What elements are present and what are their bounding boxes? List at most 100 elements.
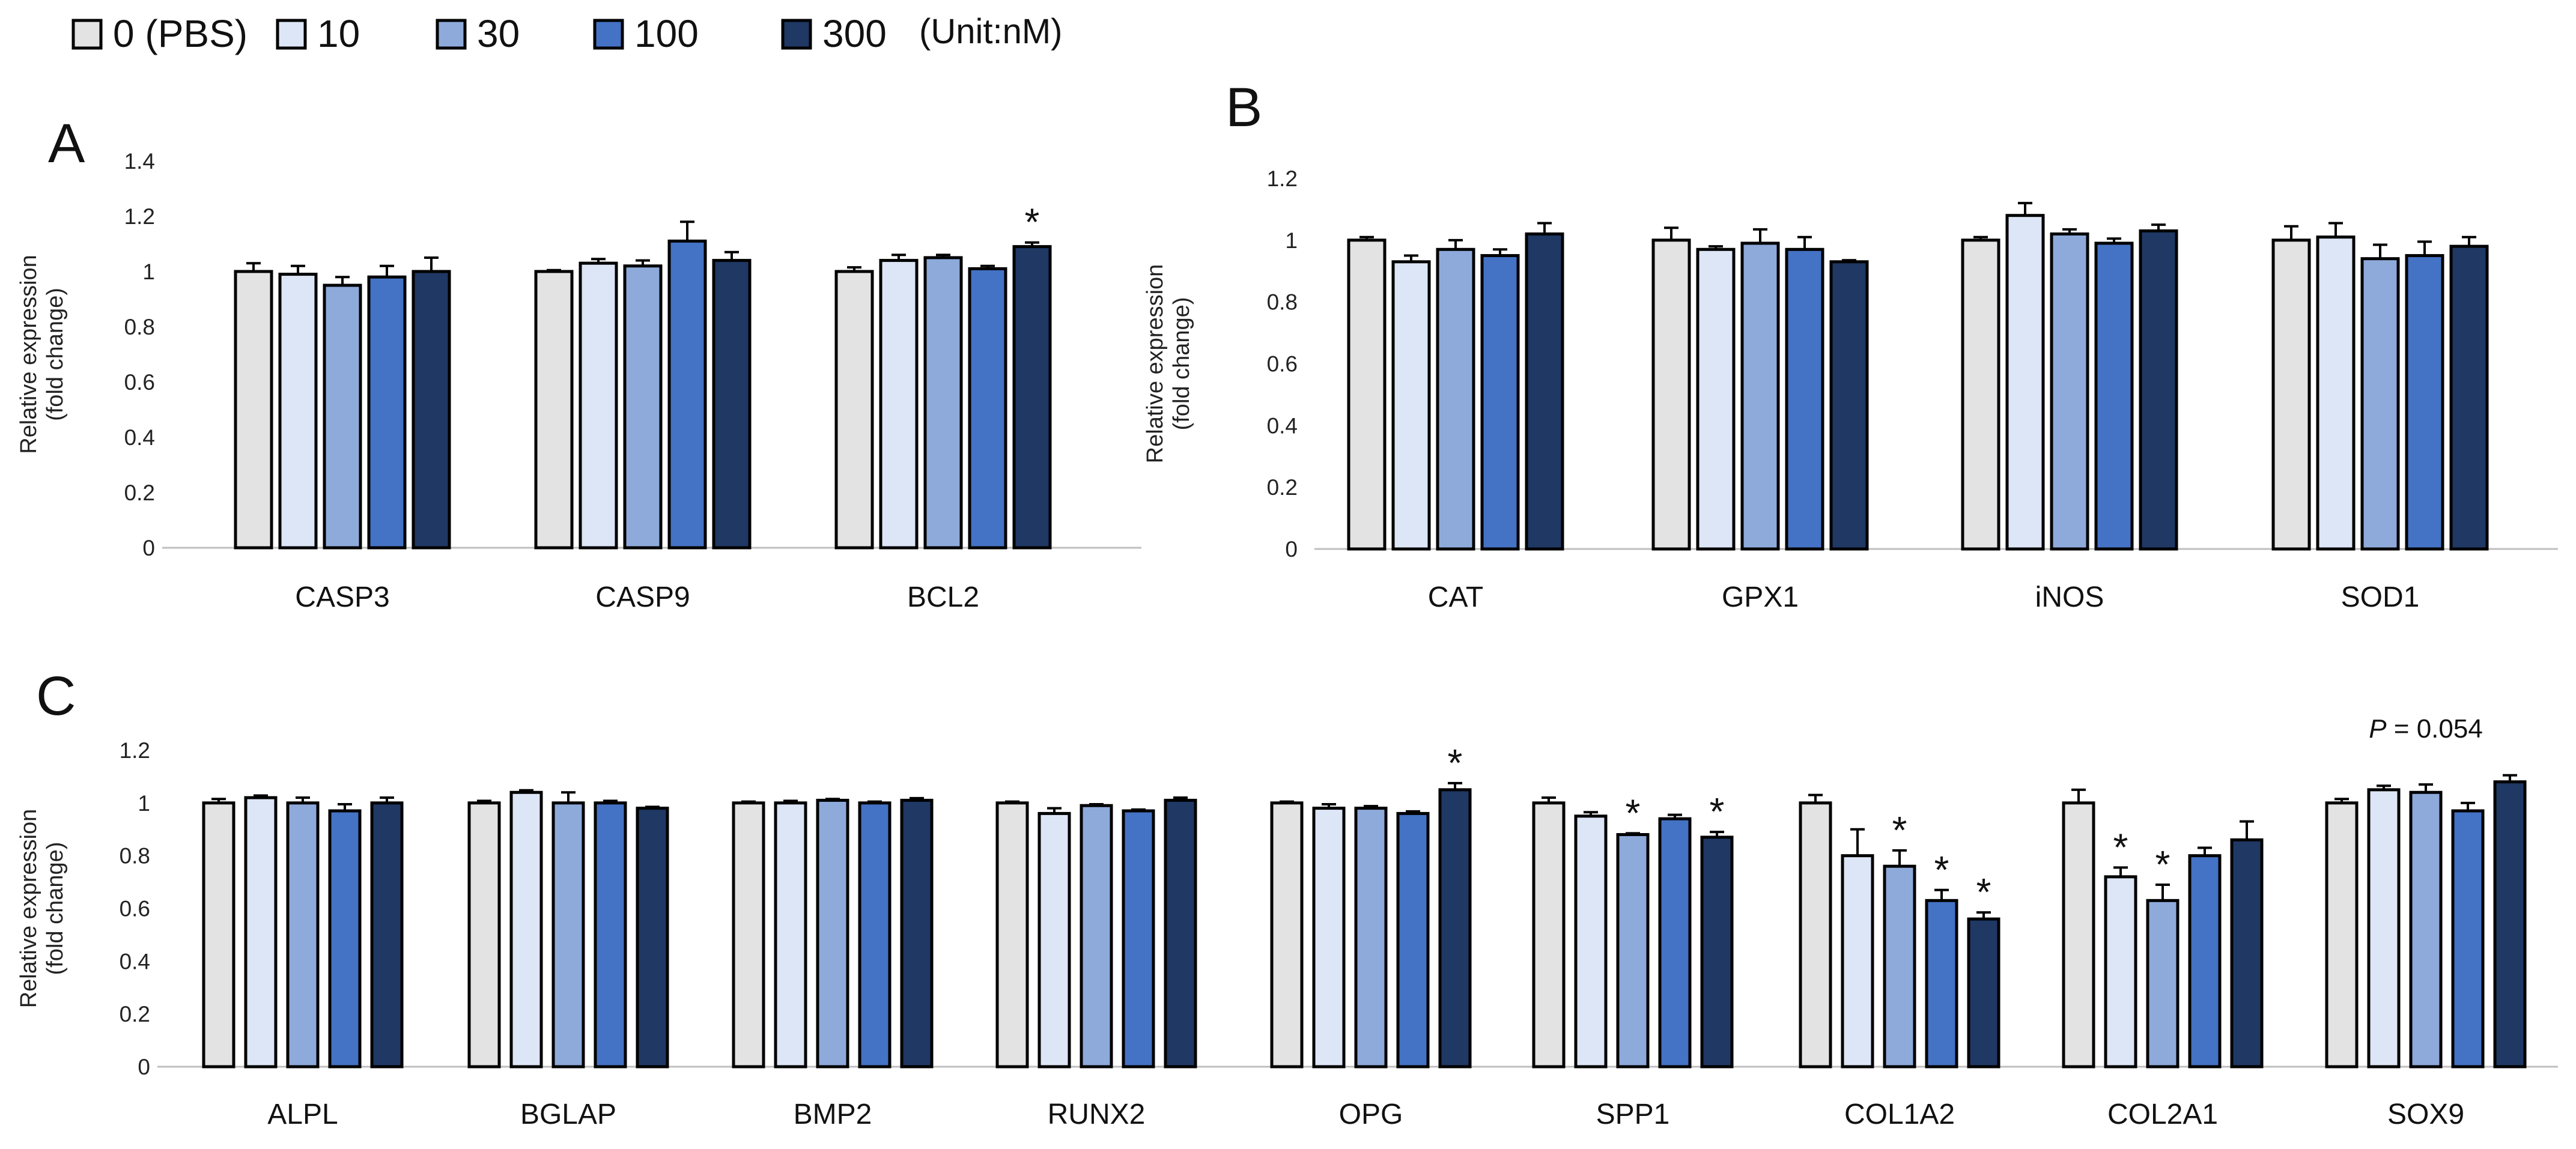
panel-c: C 0 0.2 0.4 0.6 0.8 1 1.2 Relative expression (fo…: [16, 665, 2558, 1130]
ytick-label-c-0-4: 0.4: [120, 949, 150, 974]
bar-runx2-0-pbs: [995, 801, 1029, 1069]
bar-gpx1-300: [1829, 260, 1869, 551]
bar-bmp2-0-pbs: [732, 801, 765, 1069]
bar-casp9-10: [579, 261, 618, 550]
category-label-inos: iNOS: [2035, 581, 2104, 613]
category-label-bcl2: BCL2: [907, 581, 979, 613]
bar-bglap-10: [509, 790, 543, 1069]
legend-swatch-30: [436, 19, 467, 50]
bar-alpl-300: [370, 801, 404, 1069]
ytick-label-b-1-2: 1.2: [1267, 166, 1298, 191]
bar-col2a1-10: [2104, 875, 2137, 1069]
bar-casp3-10: [278, 273, 318, 550]
bar-sox9-300: [2493, 780, 2527, 1069]
bar-casp9-0-pbs: [534, 270, 574, 550]
bar-runx2-300: [1164, 798, 1197, 1069]
bar-cat-300: [1525, 232, 1564, 551]
bar-bglap-30: [551, 801, 585, 1069]
significance-mark-col1a2-30: *: [1892, 808, 1907, 852]
bar-opg-10: [1312, 807, 1346, 1069]
bar-alpl-10: [244, 796, 278, 1069]
bar-cat-0-pbs: [1347, 238, 1387, 551]
category-label-col1a2: COL1A2: [1844, 1099, 1955, 1130]
category-label-col2a1: COL2A1: [2107, 1099, 2218, 1130]
bar-opg-100: [1396, 811, 1430, 1069]
ytick-label-a-1: 1: [142, 259, 155, 284]
bar-gpx1-100: [1785, 247, 1824, 551]
bar-gpx1-10: [1696, 247, 1736, 551]
ytick-label-a-0-6: 0.6: [124, 370, 155, 395]
legend-swatch-10: [276, 19, 307, 50]
category-label-cat: CAT: [1428, 581, 1483, 613]
legend-swatch-100: [593, 19, 624, 50]
bar-col2a1-0-pbs: [2062, 801, 2095, 1069]
category-label-casp9: CASP9: [595, 581, 690, 613]
panel-letter-a: A: [48, 113, 85, 174]
bar-gpx1-0-pbs: [1651, 238, 1691, 551]
significance-mark-spp1-300: *: [1710, 790, 1725, 833]
bar-spp1-10: [1574, 814, 1608, 1069]
bar-sod1-300: [2449, 244, 2489, 551]
ytick-label-b-0: 0: [1285, 537, 1298, 562]
bar-alpl-0-pbs: [202, 801, 235, 1069]
y-axis-label-c-line-2: (fold change): [43, 842, 68, 975]
p-value-text: = 0.054: [2387, 714, 2483, 744]
legend-swatch-0-pbs: [71, 19, 103, 50]
bar-bglap-100: [594, 801, 627, 1069]
bar-bcl2-0-pbs: [834, 270, 874, 550]
p-value-annotation: P = 0.054: [2369, 714, 2483, 744]
panel-letter-c: C: [36, 665, 76, 727]
bar-sod1-10: [2316, 235, 2356, 551]
bar-col2a1-300: [2230, 838, 2264, 1069]
category-label-runx2: RUNX2: [1048, 1099, 1146, 1130]
bar-runx2-100: [1122, 809, 1155, 1069]
bar-bmp2-10: [774, 801, 807, 1069]
panel-b: B 0 0.2 0.4 0.6 0.8 1 1.2 Relative expression (fo…: [1143, 77, 2558, 613]
category-label-bglap: BGLAP: [520, 1099, 616, 1130]
bar-spp1-100: [1658, 817, 1692, 1069]
bar-casp3-0-pbs: [234, 270, 273, 550]
bar-bmp2-300: [900, 798, 934, 1069]
significance-mark-opg-300: *: [1448, 741, 1463, 784]
category-label-sod1: SOD1: [2341, 581, 2420, 613]
bar-bcl2-300: [1012, 245, 1052, 550]
ytick-label-a-1-4: 1.4: [124, 149, 155, 174]
bar-col1a2-100: [1925, 899, 1958, 1069]
bar-cat-30: [1436, 247, 1475, 551]
significance-mark-col1a2-300: *: [1976, 870, 1991, 914]
ytick-label-b-1: 1: [1285, 228, 1298, 253]
bar-opg-30: [1354, 807, 1388, 1069]
y-axis-label-a-line-1: Relative expression: [16, 255, 41, 454]
bar-casp9-100: [667, 239, 707, 550]
bar-sox9-100: [2451, 809, 2485, 1069]
category-label-alpl: ALPL: [267, 1099, 338, 1130]
bar-inos-0-pbs: [1961, 238, 2000, 551]
significance-mark-col2a1-30: *: [2155, 843, 2170, 886]
bar-casp3-300: [412, 270, 451, 550]
bar-col1a2-10: [1841, 854, 1874, 1069]
ytick-label-b-0-6: 0.6: [1267, 352, 1298, 377]
bar-casp3-100: [367, 275, 407, 550]
ytick-label-c-0: 0: [138, 1055, 150, 1079]
bar-sod1-0-pbs: [2271, 238, 2311, 551]
bar-casp9-30: [623, 264, 663, 550]
ytick-label-c-0-8: 0.8: [120, 844, 150, 869]
significance-mark-col2a1-10: *: [2113, 825, 2128, 869]
ytick-label-a-0-2: 0.2: [124, 481, 155, 505]
bar-col1a2-300: [1967, 917, 2000, 1069]
bar-col2a1-30: [2146, 899, 2180, 1069]
ytick-label-c-0-6: 0.6: [120, 897, 150, 921]
bar-runx2-10: [1037, 811, 1071, 1069]
ytick-label-a-0-4: 0.4: [124, 425, 155, 450]
significance-mark-spp1-30: *: [1626, 791, 1641, 834]
bar-inos-10: [2005, 214, 2045, 551]
ytick-label-c-1: 1: [138, 791, 150, 816]
legend-label-0-pbs: 0 (PBS): [113, 12, 248, 55]
bar-bmp2-30: [816, 798, 849, 1069]
ytick-label-b-0-2: 0.2: [1267, 475, 1298, 500]
bar-bcl2-10: [879, 259, 919, 550]
bar-opg-300: [1438, 788, 1472, 1069]
y-axis-label-b-line-2: (fold change): [1169, 297, 1194, 431]
bar-col2a1-100: [2188, 854, 2222, 1069]
